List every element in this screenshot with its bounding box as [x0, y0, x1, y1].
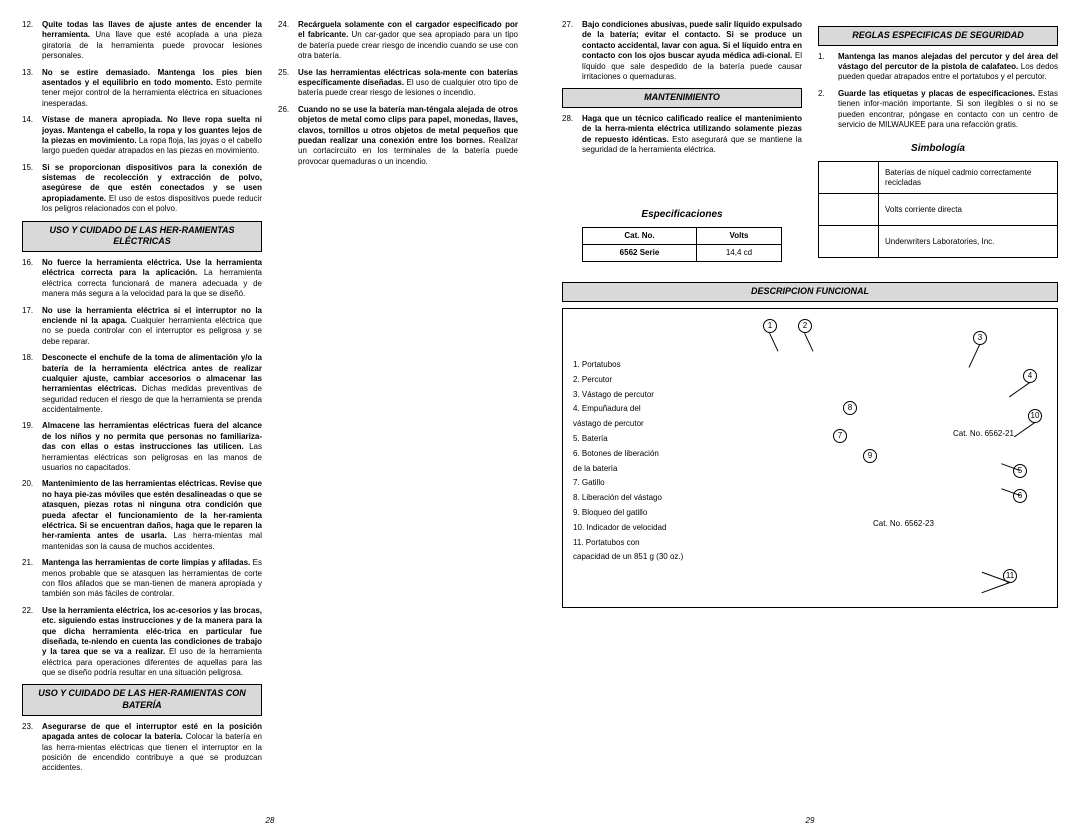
- sim-r3: Underwriters Laboratories, Inc.: [879, 226, 1058, 258]
- part-3: 3. Vástago de percutor: [573, 389, 683, 402]
- callout-3: 3: [973, 331, 987, 345]
- right-col-2: REGLAS ESPECIFICAS DE SEGURIDAD Mantenga…: [818, 20, 1058, 258]
- sim-r2: Volts corriente directa: [879, 194, 1058, 226]
- item-18: Desconecte el enchufe de la toma de alim…: [22, 353, 262, 415]
- page-number-29: 29: [806, 816, 815, 826]
- line-3: [969, 345, 980, 368]
- part-5: 5. Batería: [573, 433, 683, 446]
- sim-icon-1: [819, 162, 879, 194]
- callout-2: 2: [798, 319, 812, 333]
- item-20: Mantenimiento de las herramientas eléctr…: [22, 479, 262, 552]
- line-1: [769, 333, 778, 352]
- sim-r1: Baterías de níquel cadmio correctamente …: [879, 162, 1058, 194]
- left-columns: Quite todas las llaves de ajuste antes d…: [22, 20, 518, 800]
- page-number-28: 28: [266, 816, 275, 826]
- spec-r1: 6562 Serie: [583, 244, 697, 261]
- item-25: Use las herramientas eléctricas sola-men…: [278, 68, 518, 99]
- line-2: [804, 333, 813, 352]
- line-10: [1014, 422, 1035, 437]
- callout-8: 8: [843, 401, 857, 415]
- header-especificaciones: Especificaciones: [562, 208, 802, 221]
- part-11a: 11. Portatubos con: [573, 537, 683, 550]
- spacer: [562, 162, 802, 202]
- part-10: 10. Indicador de velocidad: [573, 522, 683, 535]
- reglas-list: Mantenga las manos alejadas del percutor…: [818, 52, 1058, 131]
- catno-1: Cat. No. 6562-21: [953, 429, 1014, 439]
- right-content: Bajo condiciones abusivas, puede salir l…: [562, 20, 1058, 800]
- regla-1: Mantenga las manos alejadas del percutor…: [818, 52, 1058, 83]
- header-uso-electrico: USO Y CUIDADO DE LAS HER-RAMIENTAS ELÉCT…: [22, 221, 262, 252]
- safety-list-mant: Haga que un técnico calificado realice e…: [562, 114, 802, 156]
- item-12: Quite todas las llaves de ajuste antes d…: [22, 20, 262, 62]
- item-15: Si se proporcionan dispositivos para la …: [22, 163, 262, 215]
- callout-5: 5: [1013, 464, 1027, 478]
- item-17: No use la herramienta eléctrica si el in…: [22, 306, 262, 348]
- header-descripcion: DESCRIPCION FUNCIONAL: [562, 282, 1058, 302]
- callout-4: 4: [1023, 369, 1037, 383]
- func-diagram: 1. Portatubos 2. Percutor 3. Vástago de …: [562, 308, 1058, 608]
- part-9: 9. Bloqueo del gatillo: [573, 507, 683, 520]
- safety-list-b: No fuerce la herramienta eléctrica. Use …: [22, 258, 262, 678]
- spec-r2: 14,4 cd: [696, 244, 781, 261]
- line-11b: [981, 582, 1010, 593]
- spec-table: Cat. No.Volts 6562 Serie14,4 cd: [582, 227, 782, 263]
- header-mantenimiento: MANTENIMIENTO: [562, 88, 802, 108]
- part-2: 2. Percutor: [573, 374, 683, 387]
- part-4b: vástago de percutor: [573, 418, 683, 431]
- item-16: No fuerce la herramienta eléctrica. Use …: [22, 258, 262, 300]
- header-simbologia: Simbología: [818, 142, 1058, 155]
- item-26: Cuando no se use la batería man-téngala …: [278, 105, 518, 167]
- spec-h2: Volts: [696, 227, 781, 244]
- catno-2: Cat. No. 6562-23: [873, 519, 934, 529]
- page-28: Quite todas las llaves de ajuste antes d…: [0, 0, 540, 834]
- header-uso-bateria: USO Y CUIDADO DE LAS HER-RAMIENTAS CON B…: [22, 684, 262, 715]
- sim-icon-3: [819, 226, 879, 258]
- right-col-1: Bajo condiciones abusivas, puede salir l…: [562, 20, 802, 268]
- parts-list: 1. Portatubos 2. Percutor 3. Vástago de …: [573, 359, 683, 566]
- callout-7: 7: [833, 429, 847, 443]
- func-desc-section: DESCRIPCION FUNCIONAL 1. Portatubos 2. P…: [562, 268, 1058, 608]
- callout-1: 1: [763, 319, 777, 333]
- part-4a: 4. Empuñadura del: [573, 403, 683, 416]
- callout-6: 6: [1013, 489, 1027, 503]
- item-13: No se estire demasiado. Mantenga los pie…: [22, 68, 262, 110]
- item-24: Recárguela solamente con el cargador esp…: [278, 20, 518, 62]
- item-14: Vístase de manera apropiada. No lleve ro…: [22, 115, 262, 157]
- item-23: Asegurarse de que el interruptor esté en…: [22, 722, 262, 774]
- item-21: Mantenga las herramientas de corte limpi…: [22, 558, 262, 600]
- part-8: 8. Liberación del vástago: [573, 492, 683, 505]
- callout-9: 9: [863, 449, 877, 463]
- item-22: Use la herramienta eléctrica, los ac-ces…: [22, 606, 262, 679]
- sim-table: Baterías de níquel cadmio correctamente …: [818, 161, 1058, 258]
- regla-2: Guarde las etiquetas y placas de especif…: [818, 89, 1058, 131]
- part-1: 1. Portatubos: [573, 359, 683, 372]
- header-reglas: REGLAS ESPECIFICAS DE SEGURIDAD: [818, 26, 1058, 46]
- part-7: 7. Gatillo: [573, 477, 683, 490]
- item-27: Bajo condiciones abusivas, puede salir l…: [562, 20, 802, 82]
- part-6b: de la batería: [573, 463, 683, 476]
- spec-h1: Cat. No.: [583, 227, 697, 244]
- safety-list-27: Bajo condiciones abusivas, puede salir l…: [562, 20, 802, 82]
- callout-10: 10: [1028, 409, 1042, 423]
- sim-icon-2: [819, 194, 879, 226]
- item-19: Almacene las herramientas eléctricas fue…: [22, 421, 262, 473]
- line-4: [1009, 382, 1030, 397]
- part-6a: 6. Botones de liberación: [573, 448, 683, 461]
- safety-list-a: Quite todas las llaves de ajuste antes d…: [22, 20, 262, 215]
- item-28: Haga que un técnico calificado realice e…: [562, 114, 802, 156]
- part-11b: capacidad de un 851 g (30 oz.): [573, 551, 683, 564]
- page-29: Bajo condiciones abusivas, puede salir l…: [540, 0, 1080, 834]
